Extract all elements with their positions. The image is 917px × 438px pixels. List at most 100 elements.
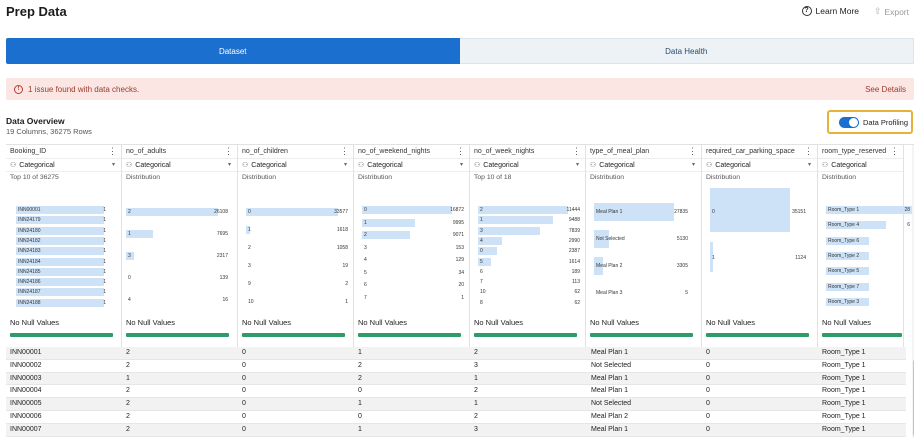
bar-label: 3 <box>128 253 131 259</box>
scroll-down-icon[interactable]: ▼ <box>912 337 914 347</box>
column-header[interactable]: room_type_reserved ⋮ <box>818 145 903 159</box>
distribution-bar[interactable]: 6 20 <box>362 281 464 289</box>
distribution-bar[interactable]: 3 19 <box>246 262 348 270</box>
distribution-bar[interactable]: INN24186 1 <box>16 278 106 287</box>
distribution-bar[interactable]: 0 16872 <box>362 206 464 214</box>
column-menu-icon[interactable]: ⋮ <box>572 146 581 156</box>
distribution-bar[interactable]: 2 11444 <box>478 206 580 214</box>
distribution-bar[interactable]: 2 9071 <box>362 231 464 239</box>
distribution-bar[interactable]: 1 9995 <box>362 218 464 227</box>
distribution-bar[interactable]: 3 153 <box>362 244 464 252</box>
learn-more-link[interactable]: ? Learn More <box>801 6 859 16</box>
distribution-bar[interactable]: 4 16 <box>126 296 228 304</box>
distribution-bar[interactable]: Room_Type 7 <box>826 282 912 291</box>
distribution-bar[interactable]: Room_Type 1 28 <box>826 206 912 214</box>
distribution-bar[interactable]: 10 1 <box>246 298 348 306</box>
distribution-bar[interactable]: Meal Plan 3 5 <box>594 289 688 297</box>
column-type-selector[interactable]: ⚇ Categorical ▾ <box>6 159 121 172</box>
distribution-bar[interactable]: INN24180 1 <box>16 226 106 235</box>
bar-value: 1 <box>103 248 106 255</box>
column-type-selector[interactable]: ⚇ Categorical ▾ <box>354 159 469 172</box>
column-header[interactable]: no_of_adults ⋮ <box>122 145 237 159</box>
distribution-bar[interactable]: Room_Type 2 <box>826 251 912 260</box>
scroll-up-icon[interactable]: ▲ <box>912 175 914 185</box>
column-menu-icon[interactable]: ⋮ <box>804 146 813 156</box>
distribution-bar[interactable]: Room_Type 4 6 <box>826 221 912 230</box>
distribution-bar[interactable]: 6 189 <box>478 268 580 276</box>
distribution-bar[interactable]: 1 9488 <box>478 216 580 225</box>
table-row[interactable]: INN00004 2 0 0 2 Meal Plan 1 0 Room_Type 1 <box>6 385 906 399</box>
column-header[interactable]: no_of_children ⋮ <box>238 145 353 159</box>
distribution-bar[interactable]: 0 139 <box>126 274 228 282</box>
distribution-bar[interactable]: 0 35151 <box>710 188 806 232</box>
column-type-selector[interactable]: ⚇ Categorical ▾ <box>470 159 585 172</box>
distribution-bar[interactable]: 1 7695 <box>126 230 228 238</box>
distribution-bar[interactable]: 3 7839 <box>478 226 580 235</box>
distribution-bar[interactable]: 4 2990 <box>478 236 580 245</box>
distribution-bar[interactable]: 1 1618 <box>246 226 348 234</box>
column-type-selector[interactable]: ⚇ Categorical ▾ <box>702 159 817 172</box>
distribution-bar[interactable]: Meal Plan 1 27835 <box>594 203 688 221</box>
chevron-down-icon: ▾ <box>807 162 811 168</box>
column-type-selector[interactable]: ⚇ Categorical <box>818 159 903 172</box>
column-menu-icon[interactable]: ⋮ <box>108 146 117 156</box>
see-details-link[interactable]: See Details <box>865 84 906 94</box>
distribution-bar[interactable]: INN24183 1 <box>16 247 106 256</box>
bar-value: 2387 <box>568 248 580 255</box>
column-header[interactable]: no_of_weekend_nights ⋮ <box>354 145 469 159</box>
column-type-selector[interactable]: ⚇ Categorical ▾ <box>122 159 237 172</box>
distribution-bar[interactable]: 1 1124 <box>710 242 806 272</box>
data-check-alert: ! 1 issue found with data checks. See De… <box>6 78 914 100</box>
column-type-selector[interactable]: ⚇ Categorical ▾ <box>238 159 353 172</box>
distribution-bar[interactable]: 7 113 <box>478 278 580 286</box>
column-header[interactable]: required_car_parking_space ⋮ <box>702 145 817 159</box>
distribution-bar[interactable]: Not Selected 5130 <box>594 230 688 248</box>
tab-data-health[interactable]: Data Health <box>459 38 914 64</box>
distribution-bar[interactable]: INN24188 1 <box>16 298 106 307</box>
column-header[interactable]: type_of_meal_plan ⋮ <box>586 145 701 159</box>
distribution-bar[interactable]: 5 1614 <box>478 257 580 266</box>
distribution-bar[interactable]: INN24184 1 <box>16 257 106 266</box>
distribution-bar[interactable]: INN24182 1 <box>16 236 106 245</box>
distribution-bar[interactable]: 2 1058 <box>246 244 348 252</box>
scroll-thumb[interactable] <box>913 359 914 437</box>
column-header[interactable]: no_of_week_nights ⋮ <box>470 145 585 159</box>
table-row[interactable]: INN00002 2 0 2 3 Not Selected 0 Room_Type 1 <box>6 360 906 373</box>
vertical-scrollbar[interactable]: ▲ ▼ <box>912 145 914 438</box>
table-row[interactable]: INN00007 2 0 1 3 Meal Plan 1 0 Room_Type 1 <box>6 423 906 437</box>
column-menu-icon[interactable]: ⋮ <box>224 146 233 156</box>
column-menu-icon[interactable]: ⋮ <box>688 146 697 156</box>
distribution-bar[interactable]: 2 26108 <box>126 208 228 216</box>
data-profiling-toggle[interactable]: Data Profiling <box>827 110 913 134</box>
distribution-bar[interactable]: 0 2387 <box>478 247 580 256</box>
table-row[interactable]: INN00006 2 0 0 2 Meal Plan 2 0 Room_Type 1 <box>6 411 906 424</box>
column-menu-icon[interactable]: ⋮ <box>456 146 465 156</box>
distribution-bar[interactable]: INN24187 1 <box>16 288 106 297</box>
distribution-bar[interactable]: INN00001 1 <box>16 206 106 214</box>
distribution-bar[interactable]: 5 34 <box>362 269 464 277</box>
column-header[interactable]: Booking_ID ⋮ <box>6 145 121 159</box>
distribution-bar[interactable]: Room_Type 3 <box>826 297 912 306</box>
distribution-bar[interactable]: 4 129 <box>362 256 464 264</box>
distribution-bar[interactable]: INN24179 1 <box>16 216 106 225</box>
table-row[interactable]: INN00001 2 0 1 2 Meal Plan 1 0 Room_Type 1 <box>6 347 906 360</box>
column-menu-icon[interactable]: ⋮ <box>340 146 349 156</box>
distribution-bar[interactable]: 3 2317 <box>126 252 228 260</box>
toggle-switch[interactable] <box>839 116 859 128</box>
distribution-bar[interactable]: 8 62 <box>478 299 580 307</box>
distribution-bar[interactable]: Room_Type 5 <box>826 267 912 276</box>
distribution-bar[interactable]: Room_Type 6 <box>826 236 912 245</box>
column-type-selector[interactable]: ⚇ Categorical ▾ <box>586 159 701 172</box>
table-row[interactable]: INN00005 2 0 1 1 Not Selected 0 Room_Type 1 <box>6 398 906 411</box>
distribution-bar[interactable]: 10 62 <box>478 288 580 296</box>
export-button[interactable]: ⇪ Export <box>874 6 909 17</box>
distribution-bar[interactable]: INN24185 1 <box>16 267 106 276</box>
tab-dataset[interactable]: Dataset <box>6 38 460 64</box>
column-menu-icon[interactable]: ⋮ <box>890 146 899 156</box>
column-summary: Distribution <box>706 174 740 181</box>
distribution-bar[interactable]: 0 33577 <box>246 208 348 216</box>
table-row[interactable]: INN00003 1 0 2 1 Meal Plan 1 0 Room_Type 1 <box>6 372 906 386</box>
distribution-bar[interactable]: Meal Plan 2 3305 <box>594 257 688 275</box>
